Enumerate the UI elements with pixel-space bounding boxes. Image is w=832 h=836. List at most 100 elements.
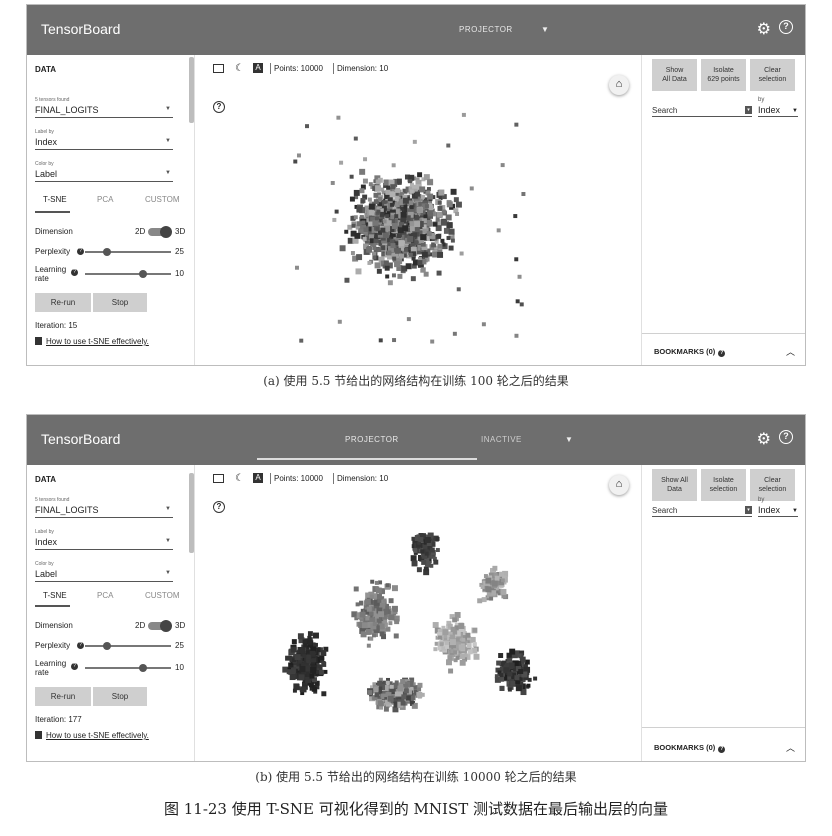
scatter-point[interactable] — [299, 647, 305, 654]
scatter-point[interactable] — [434, 239, 439, 244]
scatter-point[interactable] — [507, 675, 512, 680]
scatter-point[interactable] — [355, 224, 361, 230]
scatter-point[interactable] — [414, 227, 420, 233]
scatter-point[interactable] — [400, 690, 406, 696]
scatter-point[interactable] — [437, 646, 442, 651]
scatter-point[interactable] — [377, 598, 382, 603]
scatter-plot[interactable] — [195, 55, 641, 365]
scatter-point[interactable] — [397, 685, 404, 692]
scatter-point[interactable] — [385, 680, 390, 685]
scatter-point[interactable] — [441, 625, 446, 630]
scatter-point[interactable] — [398, 682, 405, 689]
scatter-point[interactable] — [354, 616, 359, 621]
scatter-point[interactable] — [519, 666, 524, 671]
scatter-point[interactable] — [496, 660, 502, 666]
scatter-point[interactable] — [289, 674, 296, 681]
scatter-point[interactable] — [374, 692, 380, 698]
home-icon[interactable]: ⌂ — [609, 75, 629, 95]
scatter-point[interactable] — [347, 237, 354, 244]
label-a-icon[interactable]: A — [253, 63, 263, 73]
tensor-dropdown[interactable]: FINAL_LOGITS ▼ — [35, 103, 173, 118]
scatter-point[interactable] — [291, 639, 297, 645]
scatter-point[interactable] — [423, 174, 430, 181]
search-icon[interactable]: ▾ — [745, 506, 752, 514]
scatter-point[interactable] — [377, 200, 383, 206]
scatter-point[interactable] — [402, 225, 409, 232]
scatter-point[interactable] — [517, 274, 522, 279]
scatter-point[interactable] — [416, 543, 420, 548]
scatter-point[interactable] — [359, 617, 364, 622]
scatter-point[interactable] — [412, 685, 417, 690]
scatter-point[interactable] — [419, 556, 425, 562]
scatter-point[interactable] — [466, 646, 471, 651]
scatter-point[interactable] — [300, 686, 307, 693]
scatter-point[interactable] — [336, 115, 341, 120]
scatter-point[interactable] — [424, 537, 431, 543]
scatter-point[interactable] — [360, 223, 367, 230]
color-by-dropdown[interactable]: Label ▼ — [35, 167, 173, 182]
scatter-point[interactable] — [375, 227, 380, 232]
scatter-point[interactable] — [499, 676, 505, 682]
scatter-point[interactable] — [439, 646, 445, 652]
scatter-point[interactable] — [435, 219, 442, 226]
scatter-point[interactable] — [461, 637, 466, 642]
scatter-point[interactable] — [353, 215, 358, 220]
scatter-point[interactable] — [377, 680, 383, 686]
scatter-point[interactable] — [374, 262, 381, 269]
scatter-point[interactable] — [362, 178, 368, 184]
scatter-point[interactable] — [391, 223, 398, 229]
scatter-point[interactable] — [432, 222, 437, 227]
scatter-point[interactable] — [401, 252, 407, 258]
scatter-point[interactable] — [380, 260, 387, 267]
scatter-point[interactable] — [448, 668, 454, 674]
scatter-point[interactable] — [420, 549, 425, 554]
help-icon[interactable]: ? — [71, 269, 78, 276]
scatter-point[interactable] — [513, 214, 518, 219]
scatter-point[interactable] — [339, 245, 346, 252]
howto-link-text[interactable]: How to use t-SNE effectively. — [46, 337, 149, 346]
scatter-point[interactable] — [382, 685, 389, 691]
scatter-point[interactable] — [495, 667, 501, 673]
scatter-point[interactable] — [496, 228, 501, 233]
scatter-point[interactable] — [381, 215, 386, 220]
scatter-point[interactable] — [416, 691, 423, 698]
scatter-point[interactable] — [423, 569, 430, 576]
scatter-point[interactable] — [498, 653, 504, 658]
scatter-point[interactable] — [428, 199, 433, 204]
scatter-point[interactable] — [423, 271, 429, 277]
scatter-point[interactable] — [459, 251, 464, 256]
help-icon[interactable]: ? — [718, 350, 726, 357]
scatter-point[interactable] — [380, 187, 385, 192]
scatter-point[interactable] — [407, 236, 414, 242]
scatter-point[interactable] — [372, 695, 378, 701]
scatter-point[interactable] — [332, 217, 337, 222]
scatter-point[interactable] — [511, 672, 517, 678]
scatter-point[interactable] — [435, 536, 440, 541]
scatter-point[interactable] — [304, 671, 311, 678]
scatter-point[interactable] — [392, 237, 398, 243]
scatter-point[interactable] — [396, 213, 402, 219]
tab-pca[interactable]: PCA — [97, 591, 114, 600]
scatter-point[interactable] — [314, 680, 320, 686]
scatter-point[interactable] — [384, 265, 390, 271]
scatter-point[interactable] — [394, 214, 399, 219]
scatter-point[interactable] — [385, 274, 390, 279]
scatter-point[interactable] — [501, 660, 508, 667]
scatter-point[interactable] — [472, 642, 477, 646]
scatter-point[interactable] — [350, 230, 357, 237]
scatter-point[interactable] — [410, 276, 416, 282]
scatter-point[interactable] — [374, 216, 379, 221]
scatter-point[interactable] — [375, 179, 381, 185]
scatter-point[interactable] — [307, 631, 313, 637]
scatter-point[interactable] — [507, 657, 513, 663]
scatter-point[interactable] — [392, 256, 397, 261]
scatter-point[interactable] — [447, 637, 453, 643]
help-icon[interactable]: ? — [779, 430, 793, 444]
scatter-point[interactable] — [385, 207, 391, 213]
scatter-point[interactable] — [421, 218, 427, 224]
scatter-point[interactable] — [454, 642, 461, 649]
scatter-point[interactable] — [514, 122, 519, 127]
scatter-point[interactable] — [391, 163, 396, 168]
scatter-point[interactable] — [434, 627, 441, 634]
show-all-data-button[interactable]: Show All Data — [652, 59, 697, 91]
